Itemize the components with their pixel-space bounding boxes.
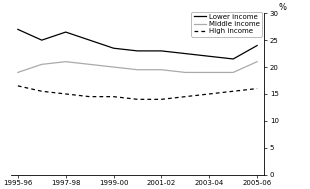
Middle income xyxy=(184,71,187,74)
Middle income xyxy=(160,69,163,71)
Lower income xyxy=(16,28,20,30)
Line: High income: High income xyxy=(18,86,257,99)
Middle income xyxy=(64,60,68,63)
Line: Lower income: Lower income xyxy=(18,29,257,59)
Middle income xyxy=(255,60,259,63)
Lower income xyxy=(40,39,44,41)
High income xyxy=(184,95,187,98)
Lower income xyxy=(207,55,211,57)
Middle income xyxy=(207,71,211,74)
High income xyxy=(40,90,44,92)
High income xyxy=(88,95,91,98)
Line: Middle income: Middle income xyxy=(18,62,257,72)
Lower income xyxy=(160,50,163,52)
Middle income xyxy=(88,63,91,65)
Lower income xyxy=(136,50,140,52)
High income xyxy=(207,93,211,95)
Middle income xyxy=(112,66,115,68)
High income xyxy=(160,98,163,101)
Lower income xyxy=(255,44,259,47)
High income xyxy=(112,95,115,98)
Middle income xyxy=(40,63,44,65)
High income xyxy=(136,98,140,101)
High income xyxy=(255,88,259,90)
High income xyxy=(231,90,235,92)
High income xyxy=(64,93,68,95)
Lower income xyxy=(64,31,68,33)
Legend: Lower income, Middle income, High income: Lower income, Middle income, High income xyxy=(192,12,262,36)
Middle income xyxy=(136,69,140,71)
Lower income xyxy=(88,39,91,41)
Middle income xyxy=(16,71,20,74)
Text: %: % xyxy=(278,3,286,12)
Lower income xyxy=(112,47,115,49)
Lower income xyxy=(184,53,187,55)
Middle income xyxy=(231,71,235,74)
Lower income xyxy=(231,58,235,60)
High income xyxy=(16,85,20,87)
